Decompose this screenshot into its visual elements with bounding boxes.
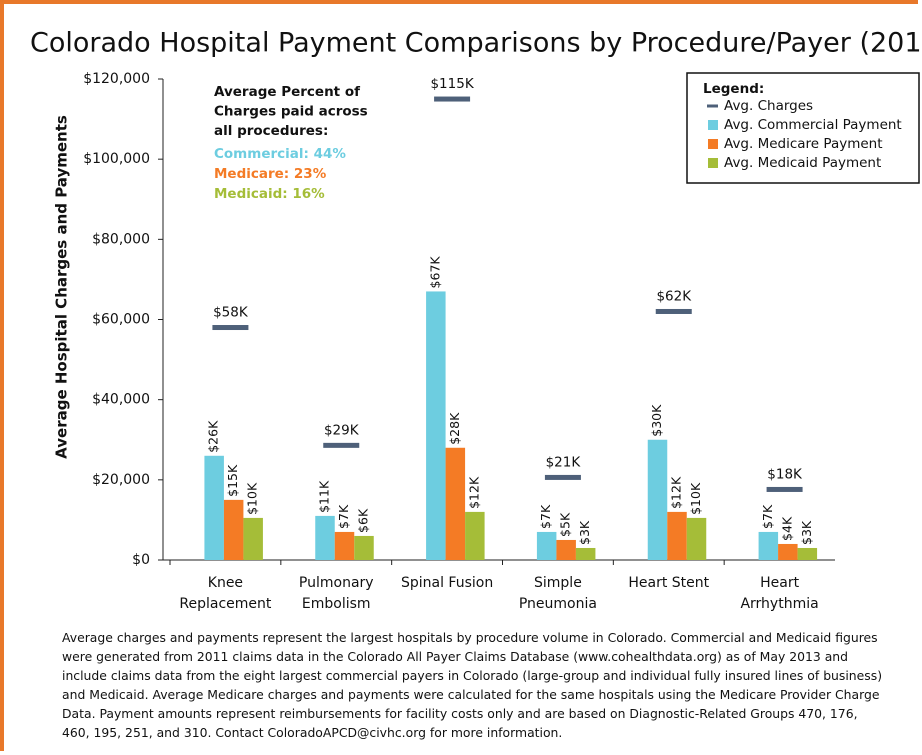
y-tick-label: $80,000 [92,231,150,247]
charge-label: $62K [656,288,692,304]
chart: Colorado Hospital Payment Comparisons by… [30,28,922,613]
bar [778,543,798,560]
y-axis-label: Average Hospital Charges and Payments [53,115,71,459]
annotation-item: Commercial: 44% [214,146,346,162]
legend-swatch [708,139,718,149]
charge-label: $18K [767,466,803,482]
bar-value-label: $11K [317,480,332,513]
bar [354,535,374,560]
annotation-heading: all procedures: [214,123,328,139]
bar [667,511,687,560]
bar-value-label: $12K [669,476,684,509]
bar-value-label: $7K [760,504,775,529]
x-tick-label: Arrhythmia [740,596,818,612]
bar-value-label: $26K [206,420,221,453]
charge-label: $29K [324,422,360,438]
legend-swatch [708,120,718,130]
bar-value-label: $3K [577,520,592,545]
bar-value-label: $28K [447,412,462,445]
bar [686,517,707,560]
charge-label: $115K [430,76,474,92]
bar [556,539,576,560]
footnote-line: Data. Payment amounts represent reimburs… [62,706,858,721]
bar [426,291,446,560]
annotation-heading: Charges paid across [214,104,368,120]
charge-marker [434,96,471,102]
bar-value-label: $10K [688,482,703,515]
legend-box [686,72,920,184]
y-tick-label: $0 [132,552,150,568]
bar [445,447,466,560]
legend-label: Avg. Medicare Payment [724,136,883,152]
charge-marker [766,486,803,492]
footnote-line: 460, 195, 251, and 310. Contact Colorado… [62,725,563,740]
legend-swatch [708,158,718,168]
footnote-line: and Medicaid. Average Medicare charges a… [62,687,880,702]
charge-label: $21K [546,454,582,470]
annotation-item: Medicaid: 16% [214,186,325,202]
bar-value-label: $7K [538,504,553,529]
annotation-heading: Average Percent of [214,84,360,100]
charge-label: $58K [213,305,249,321]
bar [315,515,335,560]
bar [536,531,557,560]
legend-swatch [707,104,718,108]
x-tick-label: Embolism [302,596,371,612]
charge-marker [212,325,249,331]
y-tick-label: $20,000 [92,472,150,488]
footnote-line: include claims data from the eight large… [62,668,883,683]
x-tick-label: Pneumonia [519,596,597,612]
bar-value-label: $7K [336,504,351,529]
charge-marker [323,442,360,448]
x-tick-label: Pulmonary [299,575,374,591]
x-tick-label: Knee [208,575,243,591]
legend-label: Avg. Charges [724,98,813,114]
bar-value-label: $12K [466,476,481,509]
x-tick-label: Simple [534,575,582,591]
bar [204,455,224,560]
bar-value-label: $67K [427,256,442,289]
bar-value-label: $30K [649,404,664,437]
y-tick-label: $40,000 [92,392,150,408]
legend-label: Avg. Commercial Payment [724,117,902,133]
y-tick-label: $60,000 [92,312,150,328]
bar-value-label: $4K [779,516,794,541]
legend-label: Avg. Medicaid Payment [724,155,881,171]
x-tick-label: Heart Stent [628,575,709,591]
legend-title: Legend: [703,81,764,97]
x-tick-label: Spinal Fusion [401,575,493,591]
footnote-line: Average charges and payments represent t… [62,630,878,645]
bar [465,511,485,560]
bar-value-label: $5K [558,512,573,537]
x-tick-label: Replacement [179,596,272,612]
bar [797,547,818,560]
x-tick-label: Heart [760,575,799,591]
footnote-line: were generated from 2011 claims data in … [62,649,849,664]
bar [647,439,668,560]
footnote: Average charges and payments represent t… [62,628,902,742]
charge-marker [655,308,692,314]
y-tick-label: $120,000 [83,71,150,87]
chart-title: Colorado Hospital Payment Comparisons by… [30,28,922,59]
bar [575,547,596,560]
bar [243,517,263,560]
bar [758,531,779,560]
y-tick-label: $100,000 [83,151,150,167]
bar-value-label: $3K [799,520,814,545]
bar-value-label: $6K [356,508,371,533]
charge-marker [544,474,581,480]
bar-value-label: $15K [225,464,240,497]
bar [223,499,244,560]
bar [334,531,355,560]
annotation-item: Medicare: 23% [214,166,327,182]
bar-value-label: $10K [245,482,260,515]
